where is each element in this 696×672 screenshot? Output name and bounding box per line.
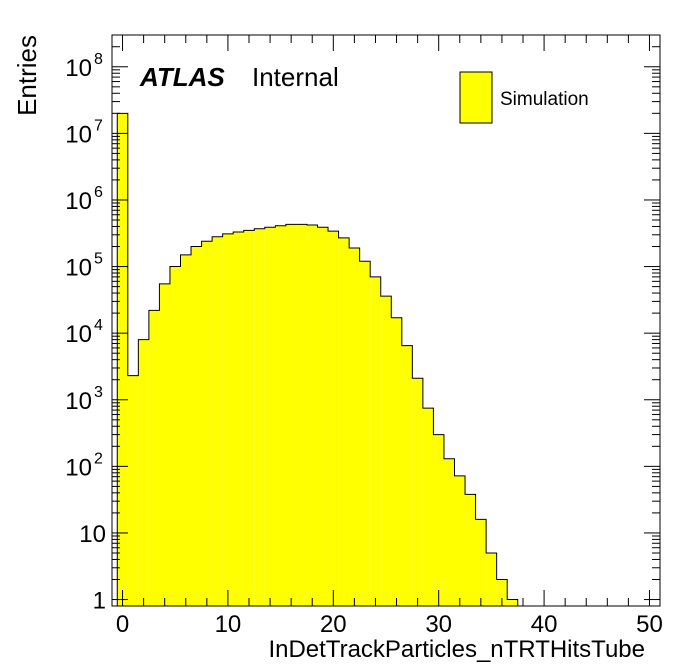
y-tick-label: 10 — [65, 188, 92, 215]
legend-label: Simulation — [500, 89, 589, 110]
x-tick-label: 0 — [116, 611, 129, 638]
y-tick-exponent: 3 — [94, 384, 103, 401]
histogram-bin — [454, 475, 466, 606]
x-axis-label: InDetTrackParticles_nTRTHitsTube — [268, 636, 645, 663]
histogram-bin — [422, 408, 434, 606]
histogram-bin — [443, 458, 455, 606]
x-tick-label: 10 — [215, 611, 242, 638]
histogram-bin — [117, 113, 128, 607]
histogram-bars — [116, 112, 571, 607]
y-tick-exponent: 5 — [94, 251, 103, 268]
histogram-bin — [507, 599, 518, 606]
x-tick-label: 30 — [425, 611, 452, 638]
histogram-bin — [370, 276, 381, 606]
histogram-bin — [254, 228, 265, 606]
y-tick-exponent: 7 — [94, 117, 103, 134]
legend-swatch — [459, 71, 493, 124]
y-axis-label: Entries — [12, 35, 42, 116]
atlas-label: ATLAS — [139, 62, 225, 92]
histogram-bin — [275, 225, 286, 606]
histogram-bin — [412, 378, 423, 606]
histogram-bin — [401, 345, 413, 606]
y-tick-exponent: 6 — [94, 184, 103, 201]
y-tick-exponent: 8 — [94, 51, 103, 68]
x-tick-label: 20 — [320, 611, 347, 638]
y-tick-label: 1 — [93, 588, 106, 615]
x-tick-labels: 0 10 20 30 40 50 — [116, 611, 663, 638]
y-tick-label: 10 — [65, 255, 92, 282]
histogram-bin — [349, 247, 360, 606]
y-tick-label: 10 — [65, 454, 92, 481]
histogram-bin — [306, 225, 318, 606]
histogram-bin — [486, 552, 497, 606]
histogram-bin — [296, 224, 307, 606]
axis-ticks — [112, 34, 660, 606]
histogram-bin — [338, 237, 350, 607]
y-tick-exponent: 4 — [94, 317, 103, 334]
histogram-bin — [380, 296, 392, 606]
internal-label: Internal — [252, 62, 339, 92]
histogram-bin — [475, 519, 487, 606]
histogram-bin — [264, 227, 276, 606]
y-tick-label: 10 — [65, 121, 92, 148]
histogram-bin — [180, 254, 192, 607]
histogram-bin — [191, 246, 202, 606]
histogram-bin — [433, 434, 444, 606]
histogram-bin — [328, 231, 339, 606]
x-tick-label: 40 — [531, 611, 558, 638]
histogram-bin — [138, 339, 149, 606]
y-tick-exponent: 2 — [94, 450, 103, 467]
histogram-bin — [465, 494, 476, 606]
x-tick-label: 50 — [636, 611, 663, 638]
histogram-bin — [285, 224, 297, 606]
histogram-bin — [496, 579, 508, 606]
histogram-bin — [222, 233, 234, 606]
y-tick-label: 10 — [65, 388, 92, 415]
y-tick-label: 10 — [65, 321, 92, 348]
histogram-bin — [127, 375, 139, 606]
plot-frame — [111, 34, 661, 607]
histogram-bin — [201, 241, 213, 606]
y-tick-label: 10 — [65, 55, 92, 82]
histogram-bin — [212, 236, 223, 606]
histogram-bin — [359, 261, 371, 606]
y-tick-label: 10 — [79, 521, 106, 548]
histogram-bin — [169, 266, 181, 606]
histogram-bin — [243, 230, 255, 606]
histogram-bin — [233, 232, 244, 607]
histogram-bin — [148, 310, 160, 606]
histogram-outline — [116, 112, 571, 607]
histogram-bin — [317, 227, 329, 606]
histogram-bin — [159, 283, 170, 606]
histogram-bin — [391, 317, 402, 606]
